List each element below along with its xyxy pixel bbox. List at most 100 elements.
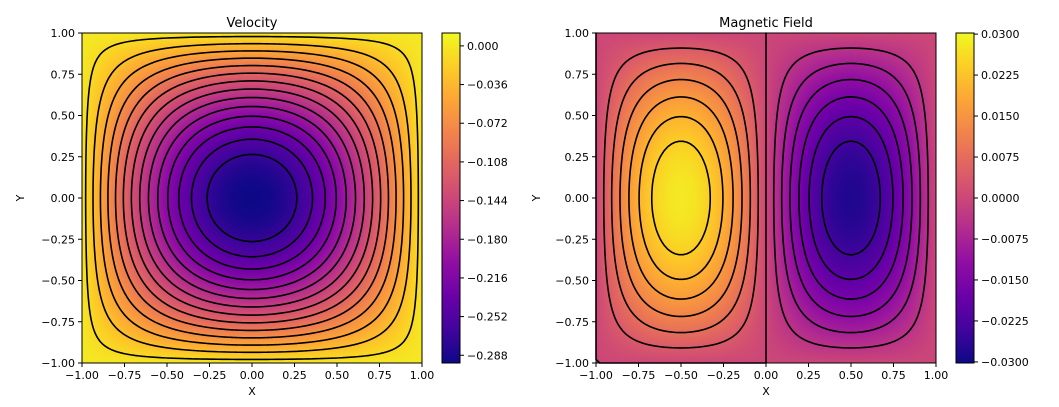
velocity-contour-line: [130, 80, 374, 316]
velocity-y-axis: −1.00 −0.75 −0.50 −0.25 0.00 0.25 0.50 0.75 1.00: [41, 27, 82, 370]
magnetic-field-x-tick-label: 0.25: [796, 369, 821, 382]
magnetic-field-x-axis-label: X: [762, 385, 770, 398]
magnetic-field-contour-line: [602, 47, 760, 349]
magnetic-field-colorbar-tick-label: −0.0150: [981, 274, 1029, 287]
magnetic-field-contour-line: [628, 96, 734, 300]
magnetic-field-colorbar-tick-label: 0.0150: [981, 110, 1020, 123]
magnetic-field-y-axis-label: Y: [530, 194, 543, 202]
magnetic-field-panel: Magnetic Field −1.00 −0.75 −0.50 −0.25 0.00 0…: [530, 16, 1029, 398]
magnetic-field-x-tick-label: 0.50: [839, 369, 864, 382]
velocity-colorbar-tick-label: −0.180: [467, 233, 508, 246]
velocity-y-tick-label: −0.25: [41, 233, 75, 246]
velocity-contour-line: [138, 88, 366, 308]
velocity-x-tick-label: 0.00: [240, 369, 265, 382]
magnetic-field-contour-line: [650, 140, 712, 256]
magnetic-field-colorbar-tick-label: 0.0300: [981, 28, 1020, 41]
magnetic-field-x-tick-label: −0.75: [622, 369, 656, 382]
velocity-contour-line: [122, 72, 382, 324]
magnetic-field-contour-line: [780, 62, 922, 334]
magnetic-field-contour-line: [638, 115, 724, 281]
velocity-x-tick-label: −1.00: [65, 369, 99, 382]
velocity-contour-line: [99, 50, 405, 346]
velocity-y-axis-label: Y: [14, 194, 27, 202]
magnetic-field-x-axis: −1.00 −0.75 −0.50 −0.25 0.00 0.25 0.50 0.75 1.00: [579, 363, 948, 382]
velocity-contour-line: [147, 96, 357, 300]
magnetic-field-colorbar-gradient: [955, 32, 975, 364]
velocity-heatmap-raster: [82, 33, 422, 363]
magnetic-field-contour-line: [789, 78, 913, 318]
velocity-x-tick-label: −0.75: [108, 369, 142, 382]
velocity-contour-line: [156, 105, 348, 291]
velocity-y-tick-label: −0.50: [41, 275, 75, 288]
velocity-y-tick-label: 0.25: [51, 151, 76, 164]
velocity-x-tick-label: 0.75: [367, 369, 392, 382]
magnetic-field-y-tick-label: 0.75: [565, 68, 590, 81]
velocity-y-tick-label: 0.00: [51, 192, 76, 205]
velocity-colorbar-tick-label: −0.252: [467, 311, 508, 324]
magnetic-field-contour-line: [820, 140, 882, 256]
velocity-title: Velocity: [227, 16, 278, 31]
magnetic-field-colorbar-tick-label: 0.0225: [981, 69, 1020, 82]
magnetic-field-contour-line: [798, 96, 904, 300]
velocity-panel: Velocity −1.00 −0.75 −0.50 −0.25 0.00 0.25 0.5…: [14, 16, 508, 398]
magnetic-field-y-tick-label: 0.50: [565, 110, 590, 123]
magnetic-field-y-tick-label: 0.00: [565, 192, 590, 205]
velocity-contour-lines: [84, 35, 420, 361]
magnetic-field-colorbar-tick-label: −0.0075: [981, 233, 1029, 246]
magnetic-field-x-tick-label: −0.50: [664, 369, 698, 382]
magnetic-field-colorbar-tick-label: −0.0300: [981, 356, 1029, 369]
magnetic-field-y-tick-label: −0.50: [555, 275, 589, 288]
velocity-y-tick-label: −0.75: [41, 316, 75, 329]
magnetic-field-y-axis: −1.00 −0.75 −0.50 −0.25 0.00 0.25 0.50 0.75 1.00: [555, 27, 596, 370]
magnetic-field-title: Magnetic Field: [719, 16, 813, 31]
magnetic-field-x-tick-label: 0.75: [881, 369, 906, 382]
velocity-contour-line: [190, 138, 314, 258]
velocity-y-tick-label: 0.50: [51, 110, 76, 123]
velocity-contour-line: [84, 35, 420, 361]
velocity-contour-line: [107, 57, 397, 339]
magnetic-field-colorbar-tick-label: 0.0000: [981, 192, 1020, 205]
velocity-colorbar-tick-label: −0.216: [467, 272, 508, 285]
velocity-x-tick-label: 0.25: [282, 369, 307, 382]
velocity-contour-line: [206, 153, 298, 243]
magnetic-field-y-tick-label: −1.00: [555, 357, 589, 370]
velocity-colorbar-gradient: [441, 32, 461, 364]
velocity-colorbar-tick-label: 0.000: [467, 40, 499, 53]
magnetic-field-contour-line: [619, 78, 743, 318]
velocity-y-tick-label: 1.00: [51, 27, 76, 40]
velocity-x-axis: −1.00 −0.75 −0.50 −0.25 0.00 0.25 0.50 0.75 1.00: [65, 363, 434, 382]
velocity-colorbar-tick-label: −0.108: [467, 156, 508, 169]
velocity-colorbar-tick-label: −0.072: [467, 117, 508, 130]
velocity-y-tick-label: −1.00: [41, 357, 75, 370]
velocity-contour-line: [177, 126, 327, 270]
velocity-x-axis-label: X: [248, 385, 256, 398]
velocity-contour-line: [92, 42, 412, 354]
velocity-contour-line: [114, 64, 390, 332]
magnetic-field-x-tick-label: −0.25: [707, 369, 741, 382]
velocity-contour-line: [166, 115, 338, 281]
magnetic-field-y-tick-label: −0.75: [555, 316, 589, 329]
velocity-heatmap: [82, 33, 422, 363]
velocity-colorbar-tick-label: −0.144: [467, 195, 508, 208]
magnetic-field-y-tick-label: 1.00: [565, 27, 590, 40]
magnetic-field-colorbar-tick-label: −0.0225: [981, 315, 1029, 328]
velocity-colorbar-tick-label: −0.288: [467, 349, 508, 362]
velocity-y-tick-label: 0.75: [51, 68, 76, 81]
magnetic-field-y-tick-label: 0.25: [565, 151, 590, 164]
magnetic-field-x-tick-label: 0.00: [754, 369, 779, 382]
velocity-x-tick-label: 1.00: [410, 369, 435, 382]
magnetic-field-y-tick-label: −0.25: [555, 233, 589, 246]
velocity-colorbar: 0.000 −0.036 −0.072 −0.108 −0.144 −0.180 −0.21…: [441, 32, 508, 364]
velocity-colorbar-tick-label: −0.036: [467, 79, 508, 92]
magnetic-field-contour-line: [772, 47, 930, 349]
magnetic-field-x-tick-label: −1.00: [579, 369, 613, 382]
velocity-x-tick-label: −0.25: [193, 369, 227, 382]
magnetic-field-x-tick-label: 1.00: [924, 369, 949, 382]
velocity-x-tick-label: −0.50: [150, 369, 184, 382]
velocity-x-tick-label: 0.50: [325, 369, 350, 382]
magnetic-field-colorbar: 0.0300 0.0225 0.0150 0.0075 0.0000 −0.0075 −0.…: [955, 28, 1029, 369]
magnetic-field-contour-line: [808, 115, 894, 281]
magnetic-field-colorbar-tick-label: 0.0075: [981, 151, 1020, 164]
magnetic-field-contour-line: [610, 62, 752, 334]
